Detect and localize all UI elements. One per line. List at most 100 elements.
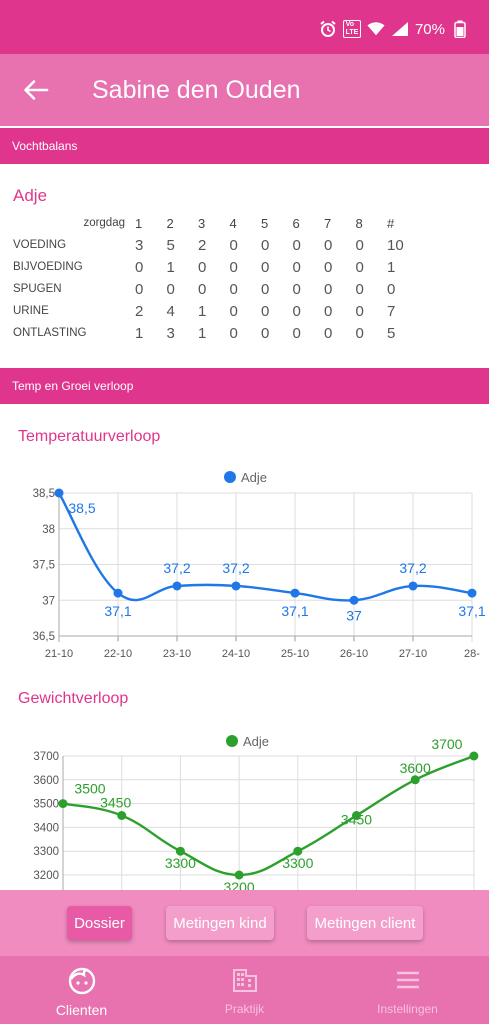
status-icons: Vo LTE 70% [319,20,469,38]
nav-label-instellingen: Instellingen [377,1002,438,1016]
data-label: 3450 [100,795,131,811]
data-point [234,870,244,880]
vochtbalans-table: zorgdag 1 2 3 4 5 6 7 8 # VOEDING 3 5 2 0 0 0 0… [13,212,417,344]
table-cell: 7 [387,302,396,320]
data-point [349,595,359,605]
table-cell: 0 [324,258,333,276]
table-cell: 0 [355,302,364,320]
data-label: 37,2 [163,560,190,576]
y-tick-label: 37,5 [33,560,55,572]
wifi-icon [367,20,385,38]
column-header: 4 [229,215,237,231]
nav-item-instellingen[interactable]: Instellingen [326,956,489,1024]
nav-label-clienten: Clienten [55,1002,108,1018]
table-cell: 0 [198,258,207,276]
y-tick-label: 3200 [33,870,59,882]
table-cell: 0 [324,280,333,298]
data-point [113,588,123,598]
y-tick-label: 3700 [33,751,59,763]
table-cell: 0 [292,280,301,298]
volte-icon: Vo LTE [342,20,361,38]
x-tick-label: 28- [464,648,480,660]
metingen-client-button[interactable]: Metingen client [307,906,423,940]
table-cell: 2 [198,236,207,254]
data-point [172,581,182,591]
table-cell: 0 [292,302,301,320]
data-point [410,775,420,785]
row-label: VOEDING [13,239,67,251]
table-cell: 0 [292,236,301,254]
dossier-button[interactable]: Dossier [67,906,132,940]
data-label: 3300 [282,855,313,871]
table-cell: 0 [355,324,364,342]
data-label: 37,1 [458,603,485,619]
data-label: 3600 [400,760,431,776]
x-tick-label: 27-10 [399,648,427,660]
table-cell: 5 [387,324,396,342]
data-point [231,581,241,591]
table-cell: 0 [292,324,301,342]
data-label: 37,2 [222,560,249,576]
data-point [469,751,479,761]
table-cell: 0 [261,302,270,320]
data-label: 37,1 [281,603,308,619]
weight-chart-title: Gewichtverloop [18,690,129,707]
back-button[interactable] [20,74,52,106]
data-label: 37,1 [104,603,131,619]
section-header-temp-groei: Temp en Groei verloop [0,368,489,404]
table-cell: 1 [198,324,207,342]
x-tick-label: 21-10 [45,648,73,660]
data-point [175,846,185,856]
x-tick-label: 22-10 [104,648,132,660]
y-tick-label: 37 [42,595,55,607]
y-tick-label: 38,5 [33,488,55,500]
data-label: 37 [346,607,362,623]
section-header-vochtbalans: Vochtbalans [0,128,489,164]
legend-label: Adje [243,734,269,749]
nav-item-praktijk[interactable]: Praktijk [163,956,326,1024]
table-cell: 5 [166,236,175,254]
legend-marker [224,471,236,483]
data-label: 37,2 [399,560,426,576]
signal-icon [391,20,409,38]
data-label: 3700 [431,736,462,752]
metingen-kind-button[interactable]: Metingen kind [166,906,274,940]
table-cell: 0 [292,258,301,276]
menu-icon [396,971,419,989]
x-tick-label: 24-10 [222,648,250,660]
zorgdag-header: zorgdag [83,217,125,229]
table-cell: 0 [229,324,238,342]
page-title: Sabine den Ouden [92,76,301,104]
table-cell: 10 [387,236,404,254]
x-tick-label: 23-10 [163,648,191,660]
row-label: BIJVOEDING [13,261,83,273]
column-header: 2 [166,215,174,231]
data-point [117,811,127,820]
column-header: 8 [355,215,363,231]
legend-label: Adje [241,470,267,485]
y-tick-label: 3600 [33,775,59,787]
weight-chart: Adje370036003500340033003200350034503300… [33,734,479,890]
series-line [62,754,475,877]
table-cell: 0 [261,258,270,276]
x-tick-label: 25-10 [281,648,309,660]
table-cell: 0 [229,280,238,298]
column-header: 6 [292,215,300,231]
nav-item-clienten[interactable]: Clienten [0,956,163,1024]
table-cell: 0 [229,236,238,254]
table-cell: 0 [198,280,207,298]
data-point [54,488,64,498]
data-label: 38,5 [68,500,95,516]
arrow-left-icon [24,80,49,100]
data-point [408,581,418,591]
y-tick-label: 3300 [33,846,59,858]
app-bar: Sabine den Ouden [0,54,489,126]
table-cell: 3 [135,236,144,254]
table-row: URINE 2 4 1 0 0 0 0 0 7 [13,300,417,322]
row-label: URINE [13,305,49,317]
table-cell: 1 [198,302,207,320]
table-cell: 0 [166,280,175,298]
bottom-navigation: Clienten Praktijk Instellingen [0,956,489,1024]
data-label: 3500 [74,781,105,797]
table-cell: 0 [135,258,144,276]
